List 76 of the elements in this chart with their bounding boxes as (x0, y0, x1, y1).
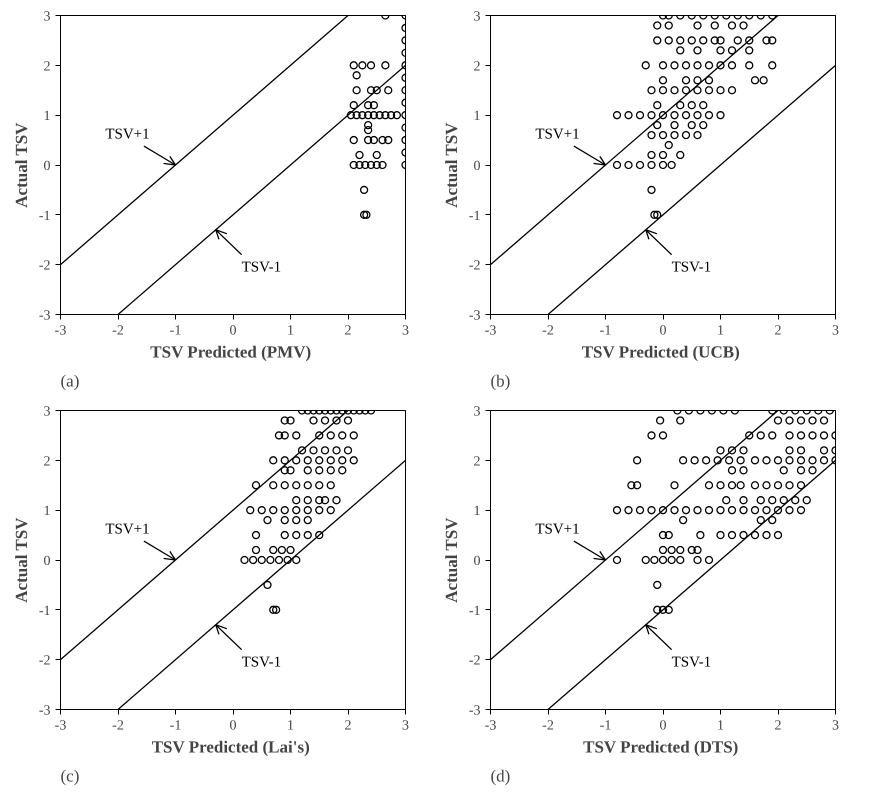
x-tick-label: 0 (660, 324, 666, 338)
x-tick-label: 2 (774, 324, 782, 338)
y-axis-title: Actual TSV (442, 122, 461, 208)
y-tick-label: -2 (468, 654, 481, 669)
y-tick-label: 2 (44, 454, 50, 470)
y-tick-label: 3 (474, 404, 480, 420)
text: TSV+1 (535, 126, 580, 143)
text: TSV+1 (105, 126, 150, 143)
legend-label: TSV-1 (242, 654, 282, 671)
x-axis-title: TSV Predicted (PMV) (150, 342, 312, 362)
y-tick-label: 3 (44, 404, 50, 420)
text: (b) (490, 372, 510, 390)
x-axis-title: TSV Predicted (DTS) (583, 738, 738, 756)
x-tick-label: 0 (660, 718, 666, 734)
text: (d) (490, 766, 510, 786)
text: (c) (60, 766, 80, 786)
y-tick-label: 2 (474, 454, 480, 470)
x-tick-label: 1 (717, 324, 724, 338)
y-tick-label: 0 (44, 159, 50, 174)
x-tick-label: -3 (54, 324, 66, 338)
x-tick-label: 1 (287, 324, 294, 338)
x-tick-label: 3 (402, 718, 409, 734)
y-tick-label: -2 (38, 258, 51, 274)
y-tick-label: -1 (468, 604, 481, 619)
x-tick-label: 0 (230, 718, 236, 734)
y-tick-label: 2 (44, 59, 50, 74)
y-tick-label: -2 (468, 258, 481, 274)
legend-label: TSV-1 (672, 260, 712, 276)
y-tick-label: 0 (474, 159, 480, 174)
y-tick-label: 1 (44, 109, 50, 124)
x-tick-label: -2 (542, 324, 554, 338)
text: (a) (60, 372, 80, 390)
y-tick-label: 0 (474, 554, 480, 569)
x-tick-label: 3 (402, 324, 409, 338)
x-tick-label: 3 (832, 718, 839, 734)
text: TSV+1 (535, 522, 580, 538)
y-axis-title: Actual TSV (12, 122, 31, 208)
x-axis-title: TSV Predicted (UCB) (582, 342, 740, 362)
y-tick-label: -3 (38, 308, 51, 324)
x-tick-label: -1 (170, 324, 182, 338)
x-tick-label: -2 (542, 718, 554, 734)
y-tick-label: -3 (468, 308, 481, 324)
x-tick-label: -1 (600, 324, 612, 338)
legend-label: TSV-1 (242, 260, 282, 276)
y-tick-label: 1 (44, 504, 50, 520)
x-tick-label: 0 (230, 324, 236, 338)
y-tick-label: 3 (474, 10, 480, 24)
y-tick-label: 2 (474, 59, 480, 74)
x-tick-label: -1 (170, 718, 182, 734)
x-tick-label: -3 (484, 718, 496, 734)
x-tick-label: 1 (287, 718, 294, 734)
y-tick-label: -2 (38, 654, 51, 669)
x-tick-label: -2 (112, 324, 124, 338)
x-tick-label: 1 (717, 718, 724, 734)
y-tick-label: -1 (468, 208, 481, 224)
x-tick-label: 3 (832, 324, 839, 338)
x-tick-label: -3 (54, 718, 66, 734)
legend-label: TSV-1 (672, 654, 712, 671)
y-tick-label: -3 (38, 704, 51, 718)
y-axis-title: Actual TSV (442, 516, 461, 603)
y-tick-label: 1 (474, 109, 480, 124)
y-tick-label: -1 (38, 208, 51, 224)
x-tick-label: 2 (774, 718, 782, 734)
x-tick-label: -2 (112, 718, 124, 734)
y-tick-label: -3 (468, 704, 481, 718)
y-tick-label: -1 (38, 604, 51, 619)
y-tick-label: 1 (474, 504, 480, 520)
y-axis-title: Actual TSV (12, 516, 31, 603)
x-tick-label: -3 (484, 324, 496, 338)
x-tick-label: 2 (344, 718, 352, 734)
x-tick-label: -1 (600, 718, 612, 734)
x-tick-label: 2 (344, 324, 352, 338)
y-tick-label: 0 (44, 554, 50, 569)
text: TSV+1 (105, 522, 150, 538)
y-tick-label: 3 (44, 10, 50, 24)
x-axis-title: TSV Predicted (Lai's) (152, 738, 310, 756)
